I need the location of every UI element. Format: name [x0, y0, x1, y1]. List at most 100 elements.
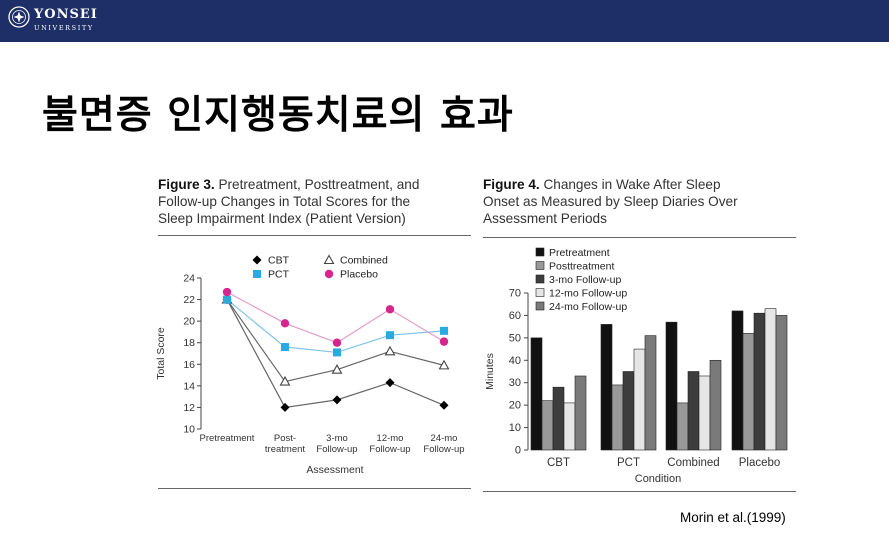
legend-swatch — [535, 261, 545, 270]
data-point-pct — [281, 343, 289, 352]
legend-label: Pretreatment — [549, 247, 610, 259]
legend-swatch — [535, 288, 545, 297]
bar-placebo — [742, 333, 755, 451]
legend-label-combined: Combined — [340, 255, 388, 267]
series-line-placebo — [226, 291, 445, 344]
data-point-placebo — [439, 337, 449, 346]
y-tick-label: 60 — [509, 310, 521, 322]
data-point-placebo — [280, 319, 290, 328]
bar-combined — [698, 375, 711, 451]
logo-subtitle: UNIVERSITY — [34, 24, 94, 32]
data-point-combined — [438, 359, 450, 370]
figure3-caption: Figure 3. Pretreatment, Posttreatment, a… — [158, 176, 419, 227]
line-chart: 10 12 14 16 18 20 22 24 Total Score Pretreatment P… — [155, 254, 465, 476]
logo-name: YONSEI — [34, 7, 98, 22]
legend-label: 24-mo Follow-up — [549, 301, 627, 313]
figure3-label: Figure 3. — [158, 177, 215, 192]
bar-placebo — [731, 310, 744, 451]
y-tick-label: 24 — [183, 273, 195, 285]
y-tick-label: 14 — [183, 380, 195, 392]
figure4-bottom-rule — [483, 491, 796, 492]
y-tick-label: 0 — [515, 445, 521, 457]
figure4-caption-line1: Changes in Wake After Sleep — [543, 177, 721, 192]
figure3-bottom-rule — [158, 488, 471, 489]
data-point-cbt — [385, 378, 395, 388]
legend-label-placebo: Placebo — [340, 269, 378, 281]
figure3-caption-line2: Follow-up Changes in Total Scores for th… — [158, 194, 411, 209]
x-axis-label: Assessment — [306, 464, 363, 476]
bar-placebo — [775, 315, 788, 451]
y-tick-label: 50 — [509, 332, 521, 344]
data-point-combined — [331, 364, 343, 374]
bar-cbt — [574, 375, 587, 451]
x-tick-label: 24-mo — [431, 433, 458, 444]
y-tick-label: 40 — [509, 355, 521, 367]
x-axis-label: Condition — [635, 473, 681, 485]
data-point-combined — [279, 375, 291, 386]
x-tick-label: CBT — [547, 457, 570, 469]
legend-label: 3-mo Follow-up — [549, 274, 622, 286]
x-tick-label: Post- — [274, 433, 296, 444]
y-tick-label: 22 — [183, 294, 195, 306]
data-point-pct — [386, 331, 394, 340]
legend-marker-cbt — [252, 255, 262, 265]
x-tick-label: Follow-up — [369, 444, 410, 455]
bar-pct — [600, 324, 613, 451]
data-point-cbt — [280, 402, 290, 412]
x-tick-label: 3-mo — [326, 433, 348, 444]
figure4-caption-line2: Onset as Measured by Sleep Diaries Over — [483, 194, 738, 209]
y-tick-label: 30 — [509, 377, 521, 389]
legend-swatch — [535, 301, 545, 311]
data-point-cbt — [332, 395, 342, 405]
x-tick-label: Pretreatment — [200, 433, 255, 444]
bar-cbt — [552, 386, 565, 451]
bar-combined — [709, 359, 722, 451]
x-tick-label: PCT — [617, 457, 640, 469]
y-tick-label: 10 — [183, 424, 195, 436]
bar-pct — [622, 371, 635, 451]
legend-swatch — [535, 274, 545, 284]
data-point-cbt — [439, 400, 449, 410]
data-point-pct — [440, 326, 448, 335]
bar-pct — [633, 348, 646, 451]
legend-marker-placebo — [324, 269, 334, 279]
data-point-pct — [223, 295, 231, 304]
x-tick-label: Combined — [667, 457, 719, 469]
figure3-caption-line1: Pretreatment, Posttreatment, and — [218, 177, 420, 192]
header-bar: YONSEI UNIVERSITY — [0, 0, 889, 42]
y-tick-label: 12 — [183, 402, 195, 414]
y-tick-label: 20 — [509, 400, 521, 412]
university-seal-icon — [8, 6, 30, 28]
bar-chart: 0 10 20 30 40 50 60 70 Minutes CBT PCT Combined Plac… — [484, 247, 788, 485]
y-tick-label: 70 — [509, 288, 521, 300]
bar-placebo — [753, 312, 766, 451]
bar-cbt — [563, 402, 576, 451]
bar-cbt — [530, 337, 543, 451]
slide-title: 불면증 인지행동치료의 효과 — [42, 93, 514, 138]
bar-pct — [611, 384, 624, 451]
legend-label-pct: PCT — [268, 269, 290, 281]
x-tick-label: Follow-up — [316, 444, 357, 455]
y-tick-label: 10 — [509, 422, 521, 434]
bar-combined — [687, 371, 700, 451]
legend-label: Posttreatment — [549, 261, 614, 273]
y-tick-label: 16 — [183, 359, 195, 371]
y-tick-label: 18 — [183, 337, 195, 349]
legend-label-cbt: CBT — [268, 255, 290, 267]
figure4-caption: Figure 4. Changes in Wake After Sleep On… — [483, 176, 738, 227]
y-tick-label: 20 — [183, 316, 195, 328]
legend-label: 12-mo Follow-up — [549, 288, 627, 300]
figure4-caption-line3: Assessment Periods — [483, 211, 607, 226]
figure3-caption-line3: Sleep Impairment Index (Patient Version) — [158, 211, 406, 226]
data-point-combined — [384, 345, 396, 356]
y-axis-label: Minutes — [484, 353, 496, 390]
data-point-pct — [333, 348, 341, 357]
citation: Morin et al.(1999) — [680, 510, 786, 525]
x-tick-label: Placebo — [739, 457, 781, 469]
x-tick-label: Follow-up — [423, 444, 464, 455]
data-point-placebo — [332, 338, 342, 347]
bar-cbt — [541, 400, 554, 451]
figure4-top-rule — [483, 237, 796, 238]
legend-marker-pct — [253, 270, 261, 278]
bar-combined — [665, 321, 678, 451]
